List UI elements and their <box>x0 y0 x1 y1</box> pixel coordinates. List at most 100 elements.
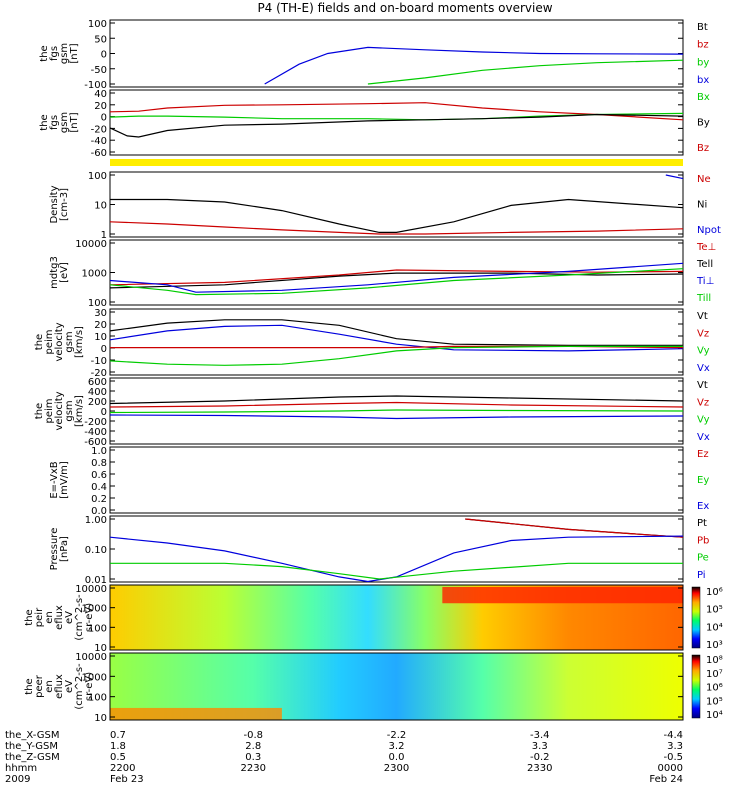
y-axis-label: mdtg3 <box>49 256 60 289</box>
y-axis-label: en <box>44 680 55 693</box>
ytick-label: 400 <box>88 387 107 398</box>
series-line-green <box>109 345 683 366</box>
y-axis-label: the <box>34 334 45 350</box>
y-axis-label: peer <box>34 674 45 698</box>
ytick-label: 10 <box>94 713 107 724</box>
ytick-label: 1000 <box>82 604 107 615</box>
ytick-label: 0.4 <box>91 482 107 493</box>
series-line-black <box>109 319 683 346</box>
ytick-label: 100 <box>88 298 107 309</box>
series-line-blue <box>264 46 684 85</box>
time-row-value: 3.3 <box>532 741 548 752</box>
series-line-red <box>109 221 684 235</box>
legend-entry: Vt <box>697 311 708 322</box>
series-line-red <box>109 102 684 121</box>
series-line-blue <box>109 324 684 352</box>
y-axis-label: eV <box>64 611 75 624</box>
time-row-value: 2300 <box>384 763 409 774</box>
colorbar <box>691 654 701 719</box>
panel-efield: 1.00.80.60.40.20.0 E=-VxB [mV/m] Ez Ey Ex <box>49 446 709 517</box>
ytick-label: 30 <box>94 308 107 319</box>
legend-entry: Vz <box>697 397 709 408</box>
panel-frame <box>109 515 684 583</box>
panel-frame <box>109 308 684 376</box>
colorbar-tick: 10⁴ <box>706 710 723 721</box>
ytick-label: 1000 <box>82 672 107 683</box>
colorbar-tick: 10⁶ <box>706 587 723 598</box>
ytick-label: 0.0 <box>91 506 107 517</box>
ytick-label: -100 <box>84 80 107 91</box>
ytick-label: 600 <box>88 377 107 388</box>
time-row-value: 1.8 <box>110 741 126 752</box>
panel-frame <box>109 446 684 514</box>
time-row-value: 2330 <box>527 763 552 774</box>
series-line-green <box>109 268 684 296</box>
y-axis-label: peim <box>44 329 55 354</box>
series-line-blue <box>109 414 684 420</box>
ytick-label: -200 <box>84 417 107 428</box>
panel-temperature: 10000 1000 100 mdtg3 [eV] Te⊥ Tell Ti⊥ Till <box>49 239 716 309</box>
ytick-label: 10000 <box>75 584 107 595</box>
time-row-value: -0.8 <box>243 730 263 741</box>
series-line-red <box>109 269 684 286</box>
ytick-label: 10 <box>94 643 107 654</box>
time-row-label: the_Z-GSM <box>5 752 60 763</box>
panel-pressure: 1.00 0.10 0.01 Pressure [nPa] Pt Pb Pe Pi <box>49 515 709 586</box>
ytick-label: 0.01 <box>85 575 107 586</box>
time-row-value: 0.7 <box>110 730 126 741</box>
series-line-blue <box>665 174 684 180</box>
y-axis-label: the <box>24 678 35 694</box>
y-axis-label: peim <box>44 398 55 423</box>
legend-entry: Ti⊥ <box>696 276 714 287</box>
time-row-value: 3.2 <box>389 741 405 752</box>
ytick-label: 0.10 <box>85 545 107 556</box>
y-axis-label: (cm^2-s- <box>74 594 85 641</box>
spectrogram-band <box>110 707 282 720</box>
time-row-value: 0.3 <box>245 752 261 763</box>
y-axis-label: the <box>39 45 50 61</box>
ytick-label: -60 <box>91 148 107 159</box>
panel-fgs-gsm-1: 100 50 0 -50 -100 the fgs gsm [nT] Bt bz by bx <box>39 19 709 91</box>
series-line-green <box>109 409 684 414</box>
ytick-label: 10000 <box>75 239 107 250</box>
time-row-value: 2200 <box>110 763 135 774</box>
legend-entry: bx <box>697 75 709 86</box>
colorbar-tick: 10³ <box>706 640 723 651</box>
colorbar-tick: 10⁴ <box>706 622 723 633</box>
ytick-label: 1.0 <box>91 446 107 457</box>
y-axis-label: fgs <box>49 46 60 61</box>
ytick-label: -400 <box>84 427 107 438</box>
ytick-label: -600 <box>84 437 107 448</box>
ytick-label: 0.8 <box>91 458 107 469</box>
ytick-label: 1 <box>101 230 107 241</box>
legend-entry: By <box>697 118 710 129</box>
legend-entry: Vx <box>697 363 710 374</box>
ytick-label: 100 <box>88 19 107 30</box>
ytick-label: 0.2 <box>91 494 107 505</box>
ytick-label: 200 <box>88 397 107 408</box>
y-axis-label: gsm <box>59 112 70 133</box>
ytick-label: 40 <box>94 89 107 100</box>
ytick-label: 100 <box>88 623 107 634</box>
series-line-black <box>109 113 684 138</box>
legend-entry: Bx <box>697 92 710 103</box>
ytick-label: 10 <box>94 201 107 212</box>
legend-entry: Vt <box>697 380 708 391</box>
time-row-label: 2009 <box>5 774 30 785</box>
colorbar-tick: 10⁵ <box>706 605 723 616</box>
y-axis-label: [cm-3] <box>59 188 70 221</box>
y-axis-label: fgs <box>49 115 60 130</box>
y-axis-label: Pressure <box>49 528 60 571</box>
ytick-label: 10 <box>94 332 107 343</box>
legend-entry: Pi <box>697 570 706 581</box>
y-axis-label: the <box>24 609 35 625</box>
panel-frame <box>109 584 684 651</box>
y-axis-label: [km/s] <box>74 326 85 358</box>
y-axis-label: the <box>39 114 50 130</box>
panel-peir-spectrogram: 10⁶ 10⁵ 10⁴ 10³ 10000 1000 100 10 the peir en eflux… <box>24 584 723 654</box>
legend-entry: Ez <box>697 449 709 460</box>
ytick-label: 1.00 <box>85 515 107 526</box>
